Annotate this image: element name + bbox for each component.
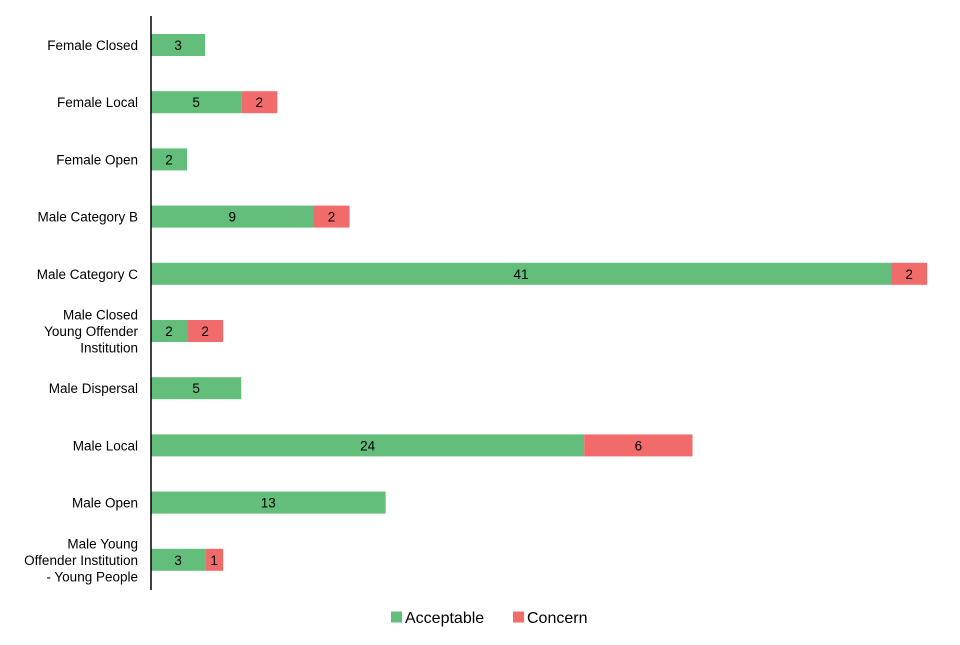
legend-swatch-concern (513, 611, 524, 623)
category-label-male-local: Male Local (73, 438, 138, 453)
category-label-male-category-c: Male Category C (37, 267, 139, 282)
data-label-acceptable-male-local: 24 (360, 438, 376, 453)
bar-acceptable-male-dispersal (151, 377, 242, 400)
bar-acceptable-male-open (151, 491, 386, 514)
data-label-acceptable-male-category-c: 41 (514, 267, 529, 282)
legend-label-acceptable: Acceptable (405, 610, 484, 627)
bar-acceptable-female-local (151, 91, 242, 114)
bar-acceptable-male-local (151, 434, 585, 457)
data-label-acceptable-male-dispersal: 5 (192, 381, 200, 396)
category-label-male-category-b: Male Category B (37, 210, 138, 225)
legend-item-concern: Concern (513, 610, 587, 627)
bar-acceptable-female-closed (151, 34, 206, 56)
category-label-female-closed: Female Closed (47, 38, 138, 53)
category-label-female-open: Female Open (56, 152, 138, 167)
data-labels: 3 5 2 2 9 2 41 2 2 2 5 24 6 13 3 1 (165, 38, 913, 568)
category-label-male-closed-young-offender-institution: Male Closed Young Offender Institution (44, 308, 138, 356)
category-label-female-local: Female Local (57, 95, 138, 110)
legend: Acceptable Concern (391, 610, 587, 627)
bars-layer (151, 34, 928, 571)
bar-concern-male-category-b (313, 205, 350, 228)
category-label-male-young-offender-institution-young-people: Male Young Offender Institution - Young Pe… (24, 536, 138, 584)
legend-item-acceptable: Acceptable (391, 610, 484, 627)
bar-concern-male-young-offender-institution-young-people (205, 548, 224, 571)
bar-concern-male-local (584, 434, 693, 457)
category-label-male-open: Male Open (72, 496, 138, 511)
data-label-acceptable-male-open: 13 (261, 496, 276, 511)
category-labels: Female Closed Female Local Female Open Male… (24, 38, 138, 584)
bar-concern-male-closed-young-offender-institution (187, 320, 224, 342)
data-label-acceptable-female-open: 2 (165, 152, 173, 167)
data-label-concern-female-local: 2 (256, 95, 264, 110)
bar-acceptable-female-open (151, 148, 188, 171)
category-label-male-dispersal: Male Dispersal (49, 381, 138, 396)
bar-concern-female-local (241, 91, 278, 114)
data-label-concern-male-category-b: 2 (328, 210, 336, 225)
bar-acceptable-male-category-c (151, 262, 892, 285)
data-label-concern-male-closed-young-offender-institution: 2 (201, 324, 209, 339)
bar-acceptable-male-category-b (151, 205, 314, 228)
data-label-acceptable-male-young-offender-institution-young-people: 3 (174, 553, 182, 568)
data-label-concern-male-category-c: 2 (905, 267, 913, 282)
data-label-acceptable-male-category-b: 9 (228, 210, 236, 225)
legend-swatch-acceptable (391, 611, 402, 623)
data-label-concern-male-young-offender-institution-young-people: 1 (210, 553, 218, 568)
data-label-acceptable-female-closed: 3 (174, 38, 182, 53)
data-label-acceptable-male-closed-young-offender-institution: 2 (165, 324, 173, 339)
bar-acceptable-male-young-offender-institution-young-people (151, 548, 206, 571)
bar-concern-male-category-c (891, 262, 928, 285)
data-label-concern-male-local: 6 (635, 438, 643, 453)
bar-acceptable-male-closed-young-offender-institution (151, 320, 188, 342)
legend-label-concern: Concern (527, 610, 587, 627)
data-label-acceptable-female-local: 5 (192, 95, 200, 110)
